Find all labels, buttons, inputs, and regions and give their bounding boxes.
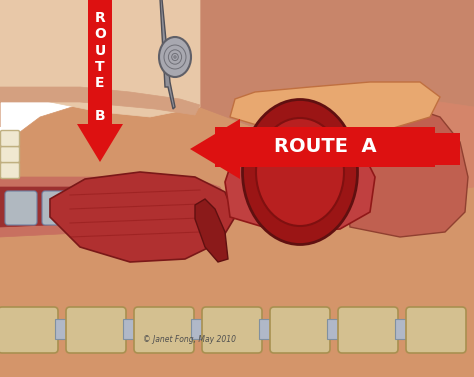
Bar <box>327 319 339 339</box>
Polygon shape <box>335 107 468 237</box>
Polygon shape <box>0 87 200 127</box>
Polygon shape <box>195 199 228 262</box>
Ellipse shape <box>256 118 344 226</box>
FancyBboxPatch shape <box>0 307 58 353</box>
Polygon shape <box>200 0 474 142</box>
FancyBboxPatch shape <box>202 307 262 353</box>
FancyBboxPatch shape <box>0 130 19 147</box>
Text: © Janet Fong, May 2010: © Janet Fong, May 2010 <box>144 334 237 343</box>
Polygon shape <box>0 0 474 97</box>
Text: R: R <box>95 11 105 25</box>
Polygon shape <box>0 177 230 237</box>
Text: O: O <box>94 27 106 41</box>
Ellipse shape <box>159 37 191 77</box>
Polygon shape <box>0 0 200 117</box>
FancyBboxPatch shape <box>338 307 398 353</box>
FancyBboxPatch shape <box>270 307 330 353</box>
FancyBboxPatch shape <box>406 307 466 353</box>
FancyBboxPatch shape <box>116 191 148 225</box>
Polygon shape <box>225 132 375 232</box>
Bar <box>259 319 271 339</box>
Bar <box>55 319 67 339</box>
FancyBboxPatch shape <box>66 307 126 353</box>
Polygon shape <box>158 0 175 109</box>
FancyArrow shape <box>77 0 123 162</box>
Text: U: U <box>94 44 106 58</box>
FancyBboxPatch shape <box>0 147 19 162</box>
FancyBboxPatch shape <box>79 191 111 225</box>
Bar <box>191 319 203 339</box>
Polygon shape <box>370 102 474 192</box>
Text: E: E <box>95 76 105 90</box>
Polygon shape <box>50 172 235 262</box>
Text: B: B <box>95 109 105 123</box>
Polygon shape <box>230 82 440 137</box>
Ellipse shape <box>243 100 357 245</box>
FancyArrow shape <box>190 119 460 179</box>
FancyBboxPatch shape <box>0 162 19 178</box>
FancyBboxPatch shape <box>153 191 185 225</box>
FancyBboxPatch shape <box>5 191 37 225</box>
Polygon shape <box>0 67 474 377</box>
Polygon shape <box>0 187 218 227</box>
Bar <box>123 319 135 339</box>
FancyBboxPatch shape <box>42 191 74 225</box>
Bar <box>395 319 407 339</box>
Text: T: T <box>95 60 105 74</box>
FancyBboxPatch shape <box>134 307 194 353</box>
Text: ROUTE  A: ROUTE A <box>273 138 376 156</box>
FancyBboxPatch shape <box>215 127 435 167</box>
